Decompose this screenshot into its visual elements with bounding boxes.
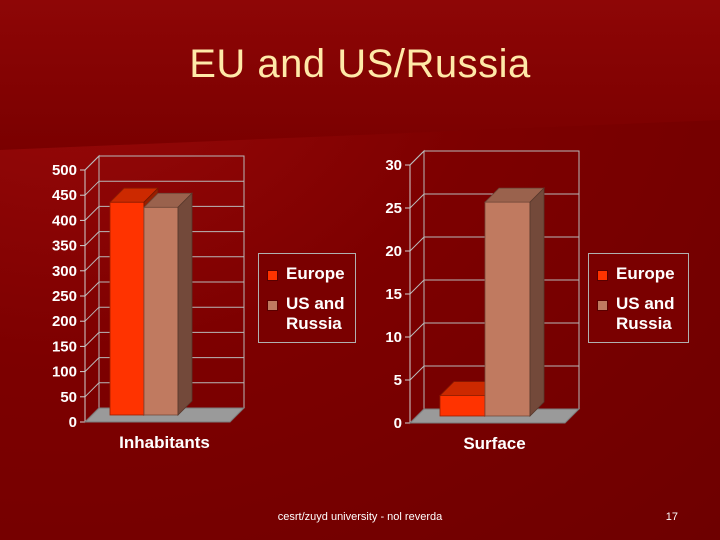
bar-us-russia: [143, 192, 193, 416]
y-tick-label: 0: [69, 414, 77, 431]
gridline: [84, 357, 244, 372]
y-tick-label: 10: [385, 329, 402, 346]
gridline: [84, 256, 244, 272]
slide-title: EU and US/Russia: [189, 42, 531, 86]
y-tick-label: 0: [394, 415, 402, 432]
y-tick-label: 50: [60, 389, 77, 406]
y-tick-label: 450: [52, 187, 77, 204]
legend-swatch-us-russia: [267, 300, 278, 311]
y-tick-label: 300: [52, 263, 77, 280]
legend-swatch-europe: [597, 270, 608, 281]
legend-label-europe: Europe: [616, 264, 675, 283]
slide-footer: cesrt/zuyd university - nol reverda: [277, 511, 443, 523]
surface-chart: 0 5 10 15 20 25 30 Surface: [385, 149, 581, 453]
gridline: [84, 231, 244, 246]
legend-label-us-russia: US and Russia: [616, 294, 675, 333]
legend-label-us-russia: US and Russia: [286, 294, 345, 333]
gridline: [84, 155, 244, 171]
inhabitants-legend: Europe US and Russia: [258, 253, 356, 343]
y-tick-label: 500: [52, 162, 77, 179]
bar-us-russia: [484, 187, 545, 417]
y-tick-label: 30: [385, 157, 402, 174]
gridline: [84, 180, 244, 196]
y-tick-label: 250: [52, 288, 77, 305]
legend-item-us-russia: US and Russia: [267, 294, 347, 334]
y-tick-label: 400: [52, 212, 77, 229]
y-tick-label: 350: [52, 238, 77, 255]
gridline: [84, 306, 244, 322]
y-tick-label: 15: [385, 286, 402, 303]
x-category-label: Inhabitants: [119, 433, 210, 452]
gridline: [84, 281, 244, 297]
legend-swatch-europe: [267, 270, 278, 281]
legend-swatch-us-russia: [597, 300, 608, 311]
inhabitants-chart: 0 50 100 150 200 250 300 350 400 450 500 Inhabitant…: [52, 154, 246, 452]
legend-item-europe: Europe: [597, 264, 680, 284]
y-tick-label: 150: [52, 338, 77, 355]
gridline: [84, 331, 244, 347]
surface-legend: Europe US and Russia: [588, 253, 689, 343]
legend-label-europe: Europe: [286, 264, 345, 283]
gridline: [84, 205, 244, 221]
y-tick-label: 5: [394, 372, 402, 389]
y-tick-label: 20: [385, 243, 402, 260]
legend-item-us-russia: US and Russia: [597, 294, 680, 334]
y-tick-label: 200: [52, 313, 77, 330]
slide-header-band: [0, 0, 720, 150]
gridline: [409, 150, 579, 166]
y-tick-label: 100: [52, 364, 77, 381]
legend-item-europe: Europe: [267, 264, 347, 284]
y-tick-label: 25: [385, 200, 402, 217]
gridline: [84, 382, 244, 398]
x-category-label: Surface: [463, 434, 525, 453]
page-number: 17: [665, 511, 678, 523]
